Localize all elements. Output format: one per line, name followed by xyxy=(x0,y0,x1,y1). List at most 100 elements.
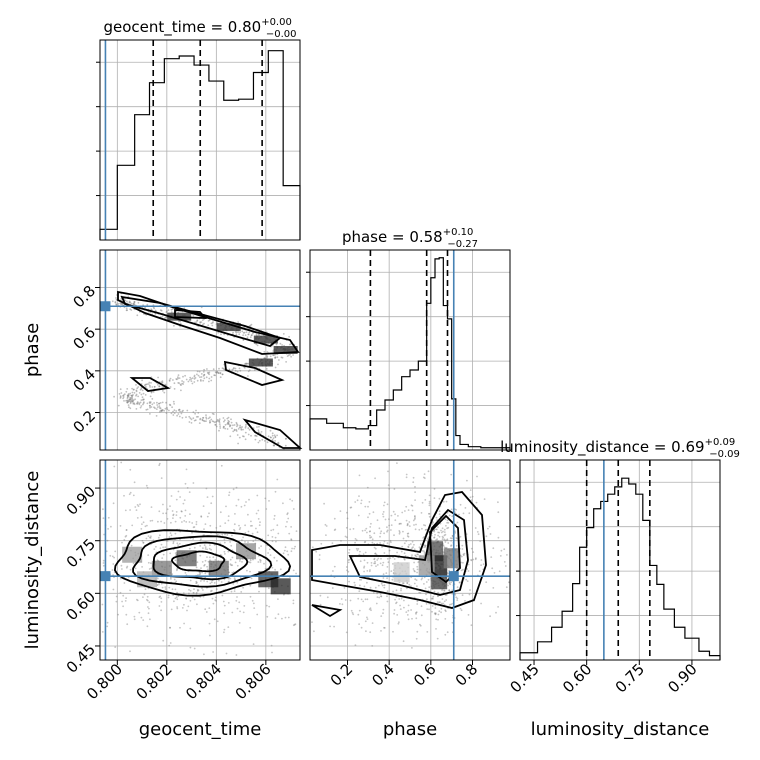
sample-point xyxy=(413,569,416,572)
sample-point xyxy=(386,590,389,592)
sample-point xyxy=(406,523,409,526)
sample-point xyxy=(249,336,252,339)
sample-point xyxy=(126,388,129,390)
sample-point xyxy=(383,501,386,504)
sample-point xyxy=(102,517,105,520)
sample-point xyxy=(320,542,323,545)
sample-point xyxy=(207,320,210,322)
sample-point xyxy=(251,532,254,535)
sample-point xyxy=(223,631,225,634)
sample-point xyxy=(239,610,242,613)
sample-point xyxy=(295,572,297,575)
sample-point xyxy=(380,595,383,598)
sample-point xyxy=(269,554,272,556)
sample-point xyxy=(187,605,190,608)
sample-point xyxy=(210,418,213,421)
sample-point xyxy=(416,600,419,603)
sample-point xyxy=(150,506,153,508)
sample-point xyxy=(272,528,275,531)
sample-point xyxy=(173,388,176,390)
sample-point xyxy=(177,490,180,493)
sample-point xyxy=(191,531,193,534)
sample-point xyxy=(235,486,238,489)
sample-point xyxy=(459,535,462,538)
sample-point xyxy=(386,530,388,533)
sample-point xyxy=(273,518,276,520)
sample-point xyxy=(443,589,445,592)
sample-point xyxy=(348,548,351,551)
sample-point xyxy=(256,531,259,534)
sample-point xyxy=(171,510,174,512)
sample-point xyxy=(346,511,348,514)
sample-point xyxy=(421,577,424,579)
sample-point xyxy=(390,524,393,526)
sample-point xyxy=(172,540,175,543)
sample-point xyxy=(380,615,383,617)
sample-point xyxy=(412,476,415,479)
sample-point xyxy=(438,510,441,513)
sample-point xyxy=(146,303,149,306)
sample-point xyxy=(375,565,377,567)
sample-point xyxy=(446,511,449,514)
sample-point xyxy=(443,546,446,548)
sample-point xyxy=(168,644,171,647)
sample-point xyxy=(294,545,296,548)
sample-point xyxy=(421,527,423,530)
sample-point xyxy=(129,407,132,410)
sample-point xyxy=(436,637,439,640)
sample-point xyxy=(503,548,506,551)
sample-point xyxy=(193,588,195,591)
sample-point xyxy=(369,534,371,537)
sample-point xyxy=(356,549,359,552)
sample-point xyxy=(175,511,178,513)
sample-point xyxy=(418,591,421,594)
sample-point xyxy=(140,405,143,407)
sample-point xyxy=(195,592,198,595)
sample-point xyxy=(231,611,234,614)
sample-point xyxy=(400,550,403,553)
sample-point xyxy=(138,402,141,405)
y-tick-label-luminosity_distance: 0.60 xyxy=(63,588,99,624)
sample-point xyxy=(125,529,128,531)
sample-point xyxy=(286,550,289,553)
contour-line xyxy=(113,529,292,597)
sample-point xyxy=(333,517,336,520)
sample-point xyxy=(202,371,205,373)
sample-point xyxy=(373,546,376,549)
sample-point xyxy=(403,542,406,545)
sample-point xyxy=(118,393,121,395)
sample-point xyxy=(238,436,241,439)
sample-point xyxy=(364,505,367,508)
sample-point xyxy=(422,476,425,479)
sample-point xyxy=(107,516,110,519)
sample-point xyxy=(172,414,175,416)
sample-point xyxy=(435,516,438,519)
sample-point xyxy=(229,577,232,580)
sample-point xyxy=(446,539,448,542)
sample-point xyxy=(405,611,408,613)
sample-point xyxy=(467,614,470,616)
sample-point xyxy=(388,488,391,490)
sample-point xyxy=(120,392,123,394)
sample-point xyxy=(179,516,182,519)
sample-point xyxy=(157,383,159,386)
sample-point xyxy=(145,408,148,411)
sample-point xyxy=(221,367,224,369)
sample-point xyxy=(465,578,468,581)
sample-point xyxy=(291,499,294,502)
sample-point xyxy=(462,512,465,515)
sample-point xyxy=(395,602,397,605)
sample-point xyxy=(462,561,464,564)
sample-point xyxy=(375,602,378,605)
sample-point xyxy=(482,563,485,566)
sample-point xyxy=(165,412,168,414)
sample-point xyxy=(188,592,190,595)
sample-point xyxy=(180,510,183,513)
sample-point xyxy=(259,559,262,562)
hist-frame-luminosity_distance xyxy=(519,459,721,661)
sample-point xyxy=(357,613,360,616)
sample-point xyxy=(462,568,464,571)
sample-point xyxy=(450,545,452,547)
sample-point xyxy=(193,598,196,601)
sample-point xyxy=(408,583,411,586)
